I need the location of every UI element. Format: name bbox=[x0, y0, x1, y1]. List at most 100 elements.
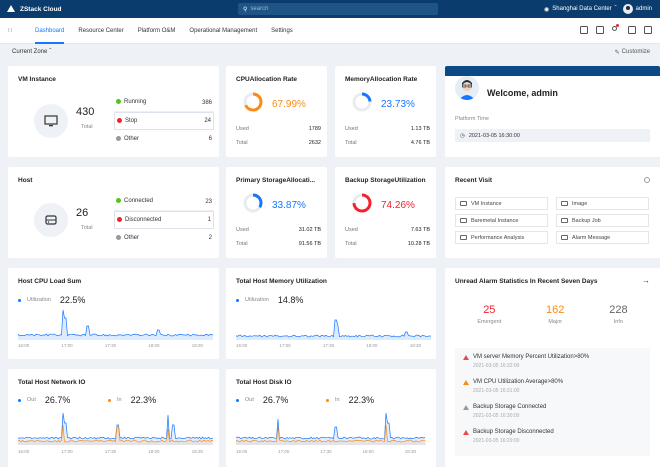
alarm-item[interactable]: VM server Memory Percent Utilization>80%… bbox=[463, 352, 642, 377]
recent-item-label: Baremetal Instance bbox=[471, 217, 519, 224]
status-row-other[interactable]: Other 2 bbox=[114, 229, 214, 247]
search-box[interactable]: ⚲ bbox=[238, 3, 438, 15]
status-row-disconnected[interactable]: Disconnected 1 bbox=[114, 211, 214, 229]
tick-label: 17:30 bbox=[320, 449, 332, 454]
used-value: 1.13 TB bbox=[410, 126, 430, 132]
legend-value: 22.3% bbox=[348, 395, 375, 405]
customize-button[interactable]: ✎ Customize bbox=[615, 49, 650, 56]
total-value: 4.76 TB bbox=[410, 140, 430, 146]
user-menu[interactable]: admin bbox=[622, 4, 652, 14]
arrow-right-icon[interactable]: → bbox=[642, 276, 650, 285]
recent-item-label: Image bbox=[572, 200, 588, 207]
legend-dot bbox=[18, 298, 21, 302]
logo[interactable]: ZStack Cloud bbox=[0, 4, 120, 14]
page-icon bbox=[460, 218, 467, 223]
nav-item-resource-center[interactable]: Resource Center bbox=[78, 27, 124, 34]
legend: Utilization 22.5% bbox=[18, 295, 85, 305]
notification-icon[interactable] bbox=[612, 24, 619, 31]
legend-label: Utilization bbox=[245, 297, 269, 303]
status-count: 386 bbox=[201, 99, 212, 106]
status-row-other[interactable]: Other 6 bbox=[114, 130, 214, 148]
chevron-down-icon: ˇ bbox=[49, 49, 52, 55]
alarm-item[interactable]: Backup Storage Connected 2021-03-05 16:30… bbox=[463, 402, 642, 427]
recent-item-vm-instance[interactable]: VM Instance bbox=[455, 197, 548, 210]
status-row-connected[interactable]: Connected 23 bbox=[114, 193, 214, 211]
total-row: Total 10.28 TB bbox=[345, 241, 430, 247]
nav-item-operational-management[interactable]: Operational Management bbox=[189, 27, 258, 34]
host-total: 26 bbox=[76, 207, 89, 219]
page-icon bbox=[561, 218, 568, 223]
status-row-stop[interactable]: Stop 24 bbox=[114, 112, 214, 130]
admin-avatar bbox=[455, 76, 479, 100]
series-area bbox=[18, 310, 213, 340]
server-icon bbox=[34, 203, 68, 237]
page-icon bbox=[561, 201, 568, 206]
mail-icon[interactable] bbox=[628, 26, 636, 34]
alarm-item[interactable]: Backup Storage Disconnected 2021-03-05 16… bbox=[463, 427, 642, 452]
alarm-item[interactable]: VM CPU Utilization Average>80% 2021-03-05… bbox=[463, 377, 642, 402]
alarm-time: 2021-03-05 16:31:00 bbox=[473, 388, 520, 394]
page-icon bbox=[561, 235, 568, 240]
monitor-icon[interactable] bbox=[580, 26, 588, 34]
zone-selector[interactable]: Current Zone ˇ bbox=[12, 49, 51, 55]
used-row: Used 1789 bbox=[236, 126, 321, 132]
alarm-count-emergent[interactable]: 25 Emergent bbox=[477, 304, 501, 325]
legend-value: 26.7% bbox=[44, 395, 71, 405]
recent-visit-card: Recent Visit VM Instance Image Baremetal I… bbox=[445, 167, 660, 258]
network-io-card: Total Host Network IO Out 26.7% In 22.3%… bbox=[8, 369, 219, 467]
total-label: Total bbox=[345, 140, 357, 146]
recent-item-image[interactable]: Image bbox=[556, 197, 649, 210]
series-line bbox=[236, 412, 426, 440]
total-row: Total 2632 bbox=[236, 140, 321, 146]
nav-item-dashboard[interactable]: Dashboard bbox=[28, 18, 71, 44]
cpu-load-card: Host CPU Load Sum Utilization 22.5% 16:0… bbox=[8, 268, 219, 359]
tick-label: 18:30 bbox=[191, 449, 203, 454]
backup-storage-ring bbox=[352, 193, 372, 213]
top-bar: ZStack Cloud ⚲ ◉ Shanghai Data Center ˇ … bbox=[0, 0, 660, 18]
card-title: Unread Alarm Statistics In Recent Seven … bbox=[455, 278, 598, 285]
recent-item-backup-job[interactable]: Backup Job bbox=[556, 214, 649, 227]
x-axis-ticks: 16:00 17:00 17:30 18:00 18:30 bbox=[18, 343, 203, 348]
legend-out: Out 26.7% bbox=[236, 395, 288, 405]
zone-label: Current Zone bbox=[12, 49, 48, 55]
recent-item-label: VM Instance bbox=[471, 200, 502, 207]
status-count: 6 bbox=[208, 136, 212, 142]
legend-out: Out 26.7% bbox=[18, 395, 70, 405]
vm-total: 430 bbox=[76, 106, 95, 118]
recent-item-performance-analysis[interactable]: Performance Analysis bbox=[455, 231, 548, 244]
legend: Utilization 14.8% bbox=[236, 295, 303, 305]
alarm-count-major[interactable]: 162 Major bbox=[546, 304, 564, 325]
memory-allocation-ring bbox=[352, 92, 372, 112]
alarm-count-info[interactable]: 228 Info bbox=[609, 304, 627, 325]
avatar bbox=[622, 4, 633, 14]
recent-item-baremetal-instance[interactable]: Baremetal Instance bbox=[455, 214, 548, 227]
total-row: Total 4.76 TB bbox=[345, 140, 430, 146]
tick-label: 17:00 bbox=[61, 343, 73, 348]
legend-value: 14.8% bbox=[277, 295, 304, 305]
ring-fill bbox=[352, 193, 372, 213]
nav-item-platform-o-m[interactable]: Platform O&M bbox=[137, 27, 176, 34]
alarm-time: 2021-03-05 16:32:00 bbox=[473, 363, 520, 369]
legend-value: 26.7% bbox=[262, 395, 289, 405]
legend-in: In 22.3% bbox=[326, 395, 374, 405]
disk-io-card: Total Host Disk IO Out 26.7% In 22.3% 16… bbox=[226, 369, 436, 467]
status-dot bbox=[117, 216, 122, 222]
search-input[interactable] bbox=[250, 6, 421, 12]
status-text: Stop bbox=[125, 118, 138, 125]
legend-dot bbox=[236, 398, 239, 402]
apps-grid-icon[interactable]: ∷ bbox=[8, 28, 12, 34]
monitor-icon bbox=[34, 104, 68, 138]
recent-item-alarm-message[interactable]: Alarm Message bbox=[556, 231, 649, 244]
power-icon[interactable] bbox=[644, 26, 652, 34]
platform-time-value: 2021-03-05 16:30:00 bbox=[468, 132, 520, 139]
settings-icon[interactable] bbox=[644, 177, 650, 183]
status-dot bbox=[116, 234, 121, 240]
datacenter-selector[interactable]: ◉ Shanghai Data Center ˇ bbox=[544, 6, 617, 13]
nav-item-settings[interactable]: Settings bbox=[271, 27, 293, 34]
tick-label: 18:00 bbox=[148, 343, 160, 348]
status-row-running[interactable]: Running 386 bbox=[114, 94, 214, 112]
task-icon[interactable] bbox=[596, 26, 604, 34]
total-value: 91.56 TB bbox=[298, 241, 321, 247]
series-line bbox=[18, 309, 213, 337]
tick-label: 16:00 bbox=[236, 449, 248, 454]
